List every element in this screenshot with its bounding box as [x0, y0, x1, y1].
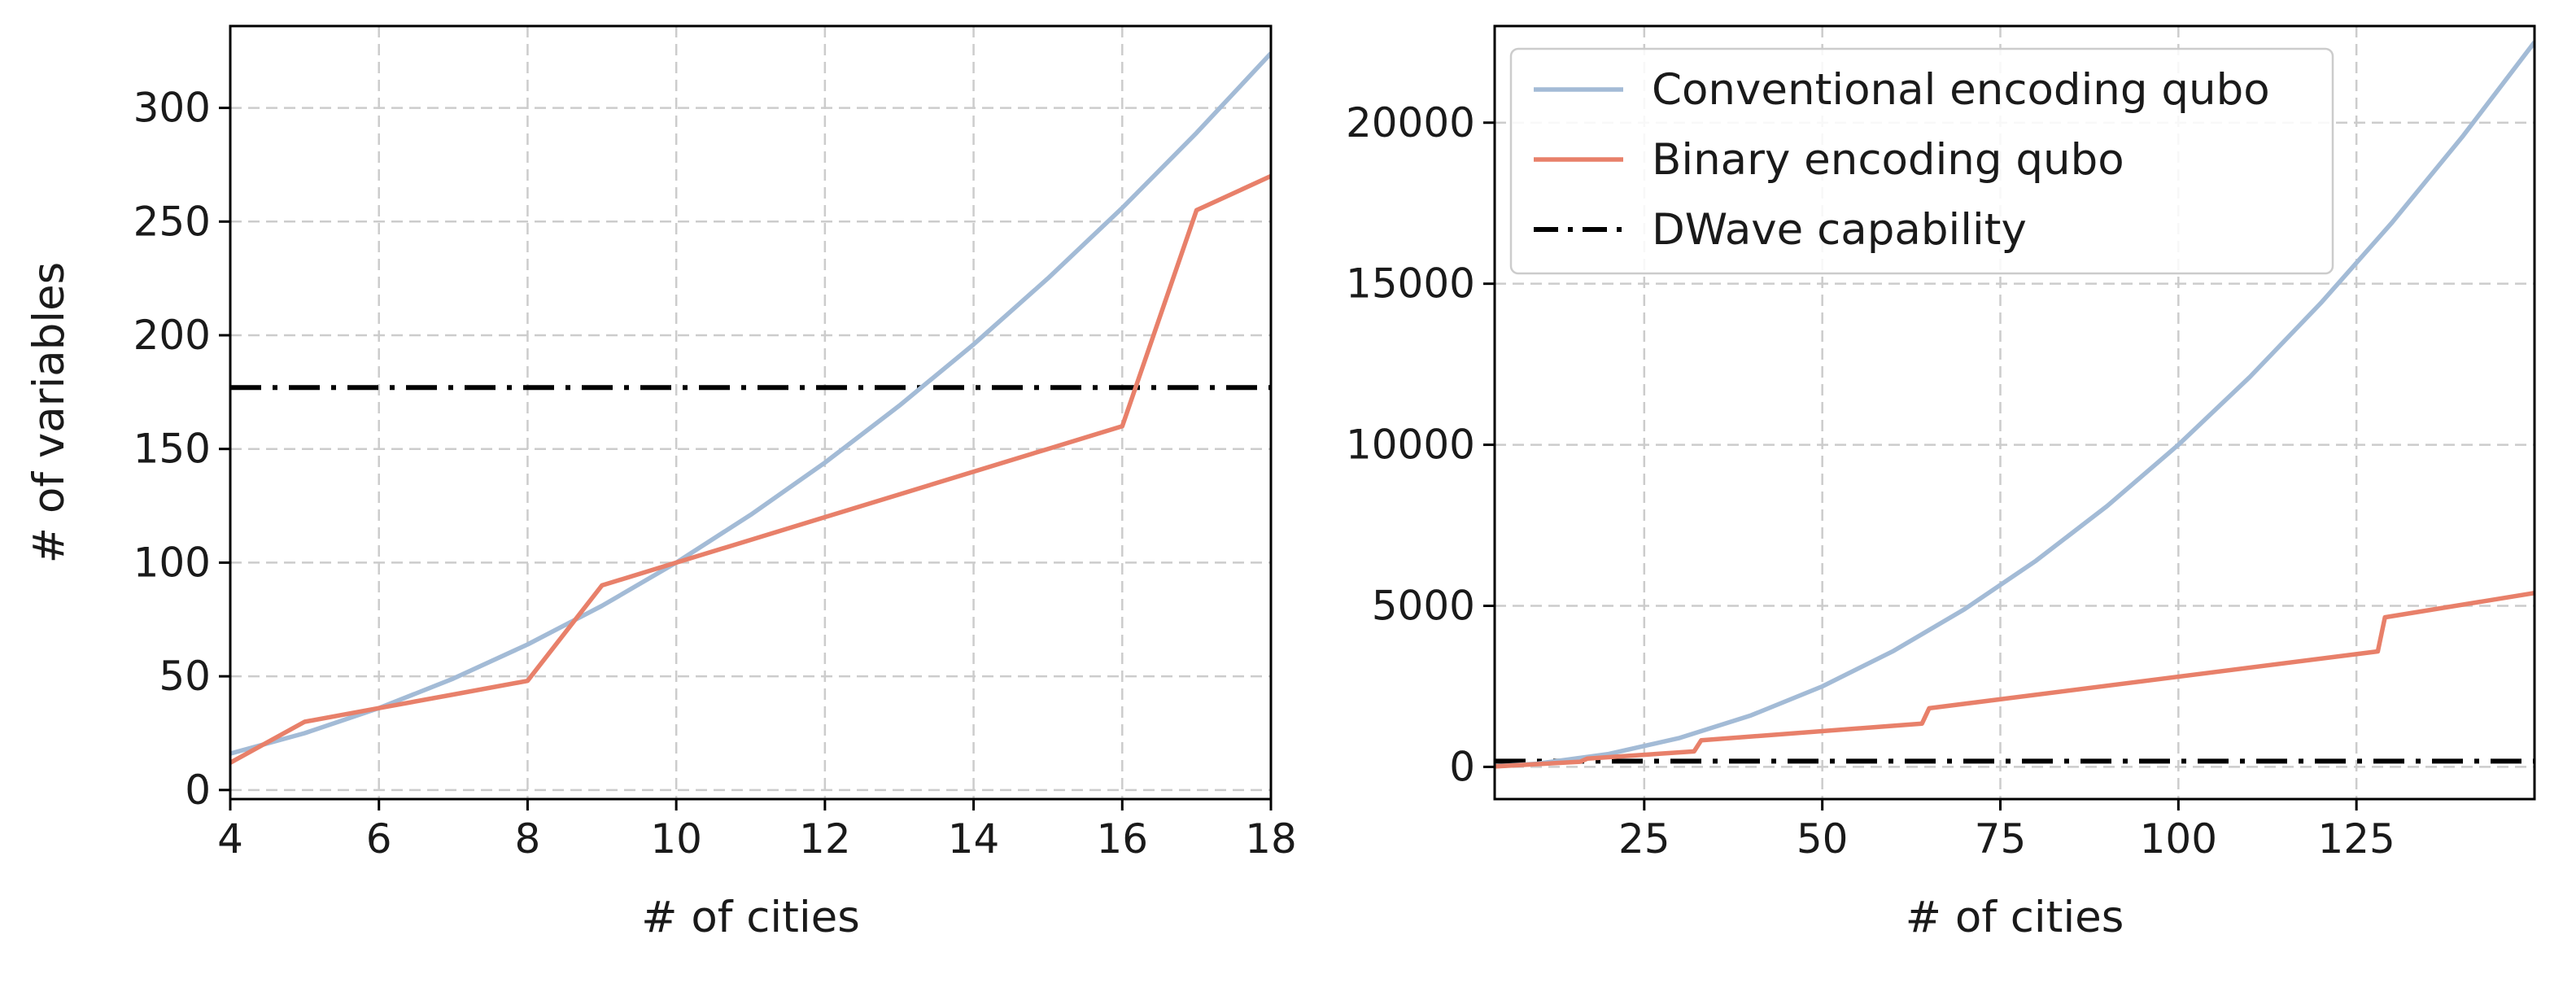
y-axis-label: # of variables: [24, 262, 74, 564]
axes-frame: [1493, 24, 2536, 801]
y-tick-label: 0: [185, 767, 211, 814]
y-tick-label: 5000: [1372, 583, 1475, 630]
x-tick-label: 75: [1975, 815, 2027, 863]
right-chart-panel: 25 50 75 100 125 0 5000 10000 15000 20000 # of cit…: [1346, 24, 2536, 942]
series-line-binary-encoding-qubo: [230, 173, 1271, 765]
x-tick-label: 12: [799, 815, 851, 863]
x-tick-label: 6: [366, 815, 392, 863]
y-tick-label: 250: [133, 198, 211, 245]
plot-area: [230, 51, 1271, 765]
x-axis-label: # of cities: [641, 893, 860, 942]
series-line-conventional-encoding-qubo: [230, 51, 1271, 756]
x-tick-label: 100: [2140, 815, 2217, 863]
x-tick-label: 10: [650, 815, 702, 863]
x-tick-label: 16: [1096, 815, 1148, 863]
axes-frame: [229, 24, 1273, 801]
y-tick-label: 100: [133, 539, 211, 586]
x-tick-label: 25: [1618, 815, 1670, 863]
series-line-conventional-encoding-qubo: [1495, 41, 2535, 769]
y-tick-label: 150: [133, 426, 211, 473]
plot-area: [1495, 41, 2535, 769]
y-tick-label: 50: [159, 653, 211, 700]
x-tick-label: 125: [2317, 815, 2395, 863]
x-tick-label: 4: [217, 815, 243, 863]
y-tick-label: 20000: [1346, 99, 1475, 146]
legend-label: Binary encoding qubo: [1652, 135, 2124, 185]
y-tick-label: 300: [133, 85, 211, 132]
y-tick-label: 15000: [1346, 260, 1475, 308]
y-tick-label: 0: [1449, 743, 1475, 790]
x-axis-label: # of cities: [1906, 893, 2124, 942]
x-tick-label: 50: [1797, 815, 1849, 863]
x-tick-label: 8: [515, 815, 541, 863]
y-tick-label: 10000: [1346, 422, 1475, 469]
legend-label: Conventional encoding qubo: [1652, 65, 2270, 115]
left-chart-panel: 4 6 8 10 12 14 16 18 0 50 100 150 200 250 300 # of citi…: [24, 24, 1297, 942]
x-tick-label: 14: [948, 815, 1000, 863]
legend-box: [1509, 47, 2334, 275]
legend: Conventional encoding qubo Binary encodin…: [1509, 47, 2334, 275]
legend-label: DWave capability: [1652, 205, 2027, 255]
y-tick-label: 200: [133, 312, 211, 359]
series-line-binary-encoding-qubo: [1495, 590, 2535, 769]
x-tick-label: 18: [1245, 815, 1297, 863]
